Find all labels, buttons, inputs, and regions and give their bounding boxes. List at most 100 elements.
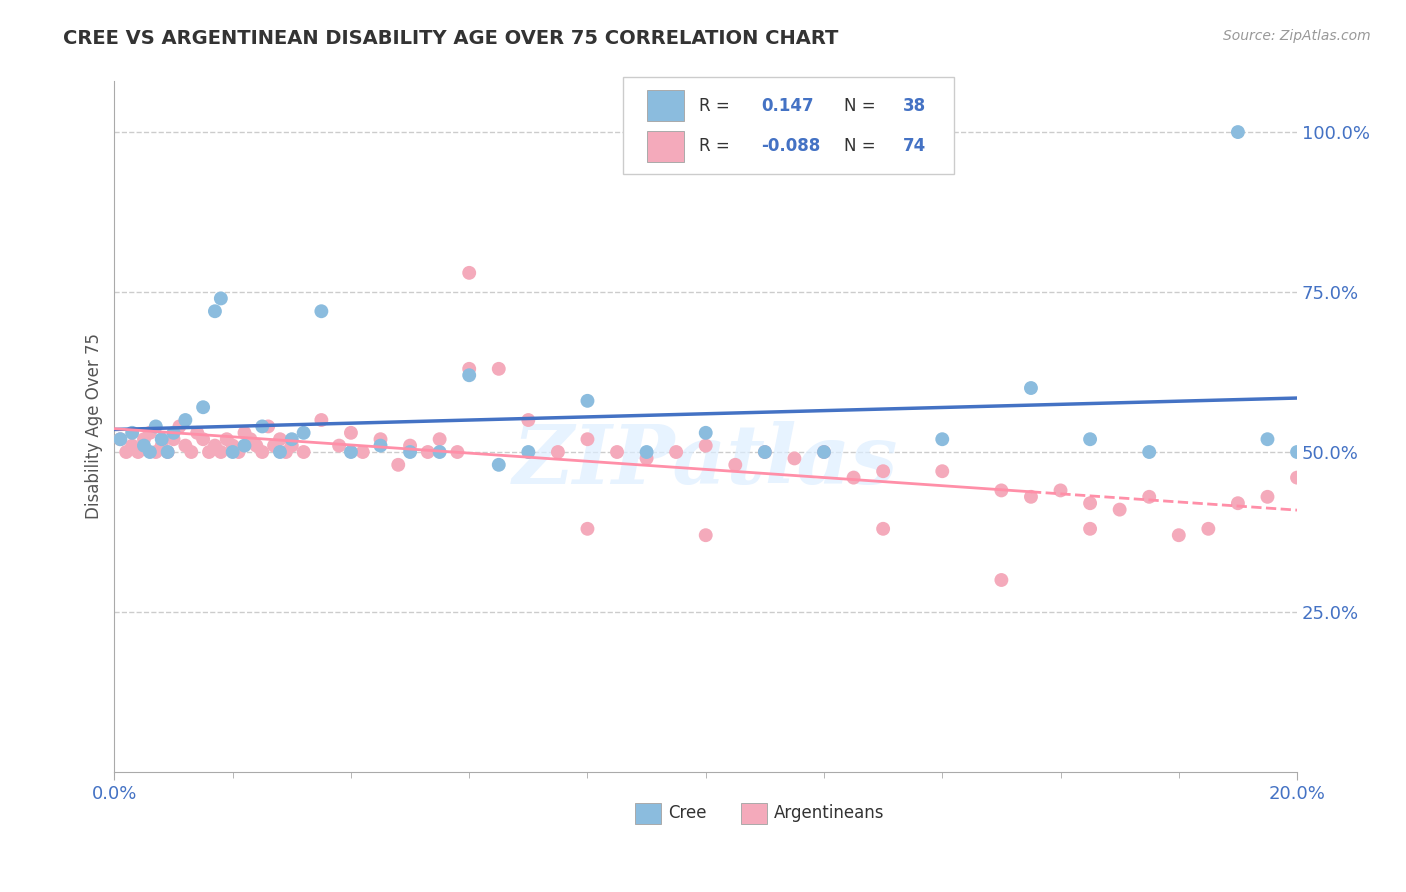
Point: [245, 439, 267, 453]
Point: [132, 439, 155, 453]
Point: [132, 432, 155, 446]
Point: [328, 439, 350, 453]
Point: [1137, 490, 1160, 504]
Point: [429, 445, 451, 459]
Text: R =: R =: [699, 96, 730, 115]
Point: [340, 445, 363, 459]
Point: [990, 483, 1012, 498]
Point: [340, 425, 363, 440]
Point: [145, 445, 167, 459]
Point: [1019, 490, 1042, 504]
Text: Source: ZipAtlas.com: Source: ZipAtlas.com: [1223, 29, 1371, 43]
Text: 38: 38: [903, 96, 927, 115]
Point: [191, 401, 214, 415]
Text: R =: R =: [699, 137, 730, 155]
Point: [252, 445, 274, 459]
Point: [156, 445, 179, 459]
Point: [990, 573, 1012, 587]
Point: [1078, 432, 1101, 446]
Point: [274, 445, 297, 459]
Point: [724, 458, 747, 472]
Point: [115, 445, 138, 459]
Point: [110, 432, 132, 446]
Point: [1049, 483, 1071, 498]
Point: [150, 439, 173, 453]
Point: [186, 425, 208, 440]
Point: [446, 445, 468, 459]
Point: [281, 432, 304, 446]
Point: [370, 432, 392, 446]
Point: [931, 432, 953, 446]
Point: [872, 522, 894, 536]
Point: [517, 413, 540, 427]
FancyBboxPatch shape: [647, 90, 685, 121]
Point: [191, 432, 214, 446]
Point: [233, 425, 256, 440]
Point: [121, 439, 143, 453]
Point: [695, 528, 717, 542]
Point: [204, 439, 226, 453]
Point: [458, 266, 481, 280]
Text: -0.088: -0.088: [761, 137, 821, 155]
Text: ZIPatlas: ZIPatlas: [513, 421, 898, 501]
Text: Cree: Cree: [668, 805, 706, 822]
Point: [150, 432, 173, 446]
Point: [269, 445, 291, 459]
Point: [127, 445, 149, 459]
Point: [263, 439, 285, 453]
Text: 0.147: 0.147: [761, 96, 814, 115]
Point: [198, 445, 221, 459]
Point: [1137, 445, 1160, 459]
Point: [636, 445, 658, 459]
Point: [174, 413, 197, 427]
Point: [169, 419, 191, 434]
Point: [1226, 125, 1249, 139]
Point: [488, 361, 510, 376]
FancyBboxPatch shape: [741, 803, 768, 824]
Point: [292, 445, 315, 459]
Point: [311, 304, 333, 318]
Point: [257, 419, 280, 434]
Point: [458, 361, 481, 376]
Point: [215, 432, 238, 446]
Y-axis label: Disability Age Over 75: Disability Age Over 75: [86, 334, 103, 519]
Point: [813, 445, 835, 459]
Point: [399, 445, 422, 459]
Point: [1226, 496, 1249, 510]
Point: [221, 445, 243, 459]
Point: [1256, 432, 1278, 446]
Point: [399, 439, 422, 453]
Point: [416, 445, 439, 459]
Point: [931, 464, 953, 478]
Point: [387, 458, 409, 472]
Point: [576, 432, 599, 446]
Text: CREE VS ARGENTINEAN DISABILITY AGE OVER 75 CORRELATION CHART: CREE VS ARGENTINEAN DISABILITY AGE OVER …: [63, 29, 838, 47]
Point: [1078, 496, 1101, 510]
Point: [1108, 502, 1130, 516]
Point: [665, 445, 688, 459]
Point: [221, 439, 243, 453]
Point: [1019, 381, 1042, 395]
Point: [233, 439, 256, 453]
Point: [576, 522, 599, 536]
Point: [547, 445, 569, 459]
Point: [636, 451, 658, 466]
Point: [754, 445, 776, 459]
Text: 74: 74: [903, 137, 927, 155]
Point: [121, 425, 143, 440]
Point: [139, 425, 162, 440]
Point: [204, 304, 226, 318]
Point: [695, 439, 717, 453]
Text: N =: N =: [844, 137, 876, 155]
Point: [754, 445, 776, 459]
Point: [370, 439, 392, 453]
Point: [252, 419, 274, 434]
Point: [209, 445, 232, 459]
Point: [488, 458, 510, 472]
Point: [156, 445, 179, 459]
Point: [162, 432, 184, 446]
Point: [458, 368, 481, 383]
Point: [180, 445, 202, 459]
FancyBboxPatch shape: [634, 803, 661, 824]
Point: [813, 445, 835, 459]
